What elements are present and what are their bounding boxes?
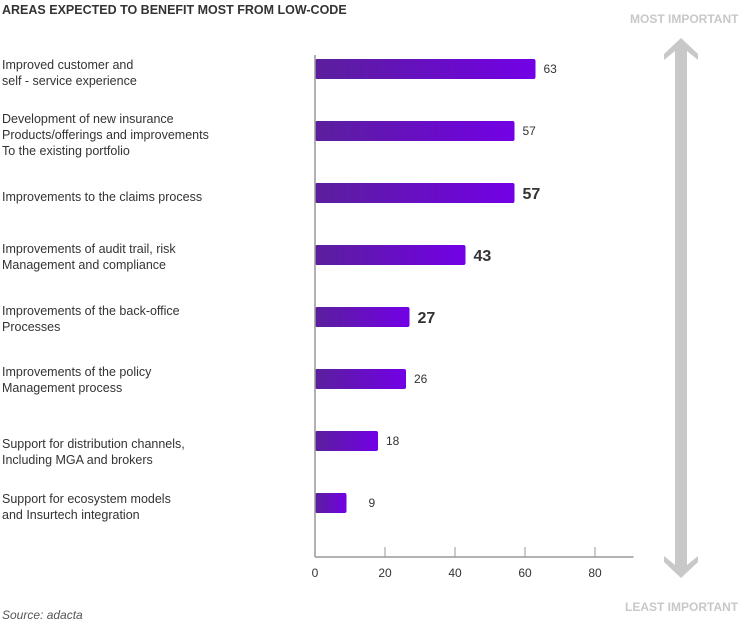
bar — [315, 245, 466, 265]
bar — [315, 121, 515, 141]
data-label: 18 — [386, 434, 400, 448]
importance-arrow-icon — [664, 38, 698, 578]
data-label: 63 — [544, 62, 558, 76]
category-label: Improvements of the back-office Processe… — [2, 304, 180, 334]
category-label: Improvements to the claims process — [2, 190, 203, 204]
x-tick-label: 0 — [312, 566, 319, 580]
category-label: Support for ecosystem models and Insurte… — [2, 492, 171, 522]
bar — [315, 307, 410, 327]
bar — [315, 59, 536, 79]
category-label: Improvements of audit trail, risk Manage… — [2, 242, 176, 272]
data-label: 57 — [523, 124, 537, 138]
x-tick-label: 40 — [448, 566, 462, 580]
x-tick-label: 80 — [588, 566, 602, 580]
source-note: Source: adacta — [2, 608, 83, 622]
data-label: 57 — [523, 186, 541, 203]
chart-title: AREAS EXPECTED TO BENEFIT MOST FROM LOW-… — [2, 3, 347, 17]
category-label: Support for distribution channels, Inclu… — [2, 437, 185, 467]
most-important-label: MOST IMPORTANT — [630, 12, 739, 26]
x-tick-label: 60 — [518, 566, 532, 580]
bar — [315, 369, 406, 389]
bar — [315, 493, 347, 513]
data-label: 26 — [414, 372, 428, 386]
least-important-label: LEAST IMPORTANT — [625, 600, 739, 614]
category-label: Improved customer and self - service exp… — [2, 58, 137, 88]
bar — [315, 183, 515, 203]
data-label: 27 — [418, 310, 436, 327]
data-label: 43 — [474, 248, 492, 265]
x-tick-label: 20 — [378, 566, 392, 580]
category-label: Improvements of the policy Management pr… — [2, 365, 152, 395]
category-label: Development of new insurance Products/of… — [2, 112, 209, 158]
data-label: 9 — [369, 496, 376, 510]
bar — [315, 431, 378, 451]
